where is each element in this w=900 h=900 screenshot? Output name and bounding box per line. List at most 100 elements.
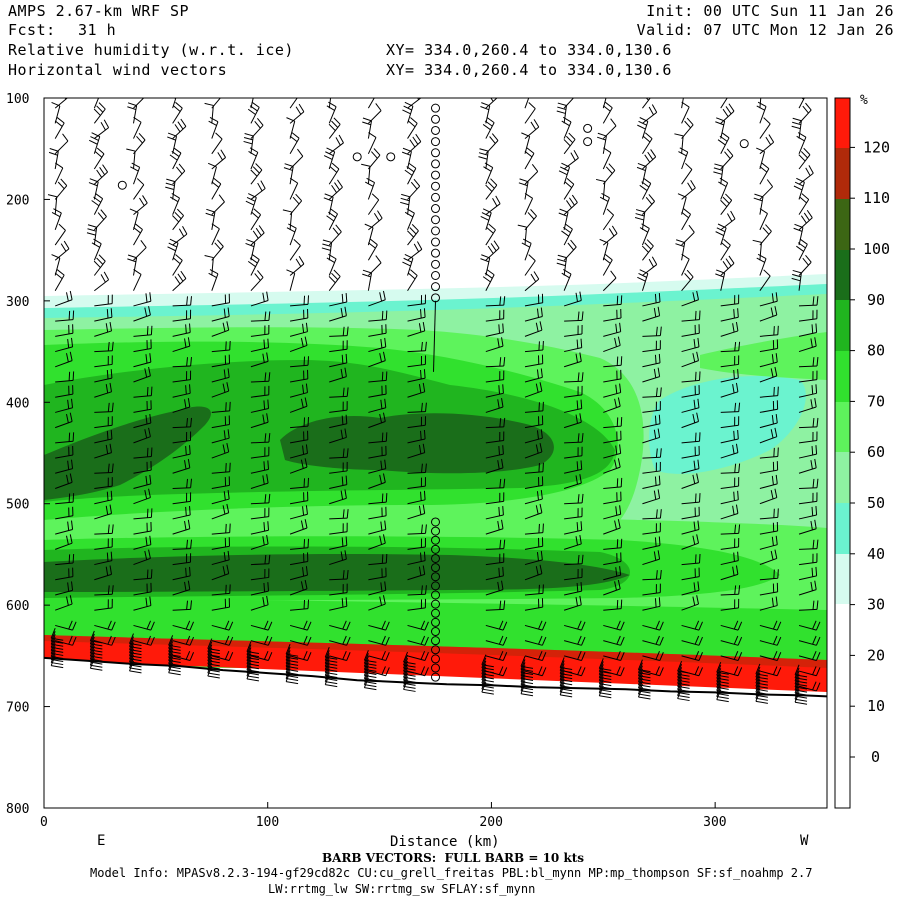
wind-barb [289, 635, 312, 646]
wind-barb-surface [403, 679, 416, 692]
wind-barb [407, 321, 426, 337]
colorbar-label: 80 [867, 342, 885, 360]
wind-barb [289, 336, 308, 353]
wind-barb [407, 477, 426, 489]
wind-barb [328, 134, 344, 155]
wind-barb [133, 635, 155, 646]
colorbar-swatch [835, 300, 850, 351]
wind-barb [642, 353, 661, 368]
wind-barb [367, 98, 375, 109]
wind-barb [480, 254, 491, 276]
wind-barb [286, 117, 296, 139]
wind-barb [407, 429, 426, 444]
wind-barb [603, 383, 622, 398]
wind-barb [133, 306, 151, 322]
wind-barb [678, 147, 689, 170]
wind-barb [485, 580, 504, 596]
wind-barb [289, 458, 308, 474]
y-tick-label: 100 [6, 92, 29, 107]
wind-barb [564, 338, 583, 353]
wind-barb [485, 431, 505, 444]
wind-barb [211, 443, 230, 459]
calm-circle [431, 663, 440, 673]
wind-barb [172, 309, 192, 322]
wind-barb [759, 651, 782, 661]
wind-barb [759, 306, 778, 322]
wind-barb [720, 341, 741, 353]
wind-barb [603, 620, 625, 631]
wind-barb [798, 458, 817, 474]
wind-barb [55, 337, 74, 353]
wind-barb [681, 98, 684, 109]
calm-circle [431, 590, 440, 600]
colorbar-swatch [835, 503, 850, 554]
wind-barb [485, 337, 504, 353]
wind-barb [753, 193, 764, 215]
wind-barb [759, 366, 778, 383]
wind-barb [93, 254, 106, 276]
wind-barb [211, 550, 230, 566]
wind-barb [91, 193, 104, 215]
wind-barb [759, 400, 779, 413]
wind-barb [248, 147, 259, 170]
wind-barb [368, 103, 382, 124]
colorbar-frame [834, 97, 851, 809]
wind-barb [289, 397, 308, 413]
wind-barb [172, 553, 192, 566]
calm-column-stem [433, 300, 436, 372]
wind-barb [720, 504, 739, 520]
wind-barb [368, 210, 383, 231]
wind-barb [55, 445, 74, 459]
wind-barb [329, 620, 351, 631]
wind-barb [759, 339, 779, 353]
wind-barb [172, 478, 193, 489]
wind-barb [133, 223, 143, 246]
wind-barb [681, 269, 694, 292]
wind-barb [798, 165, 814, 185]
wind-barb [211, 598, 231, 611]
wind-barb [172, 254, 183, 276]
wind-barb [329, 367, 347, 383]
wind-barb [211, 368, 230, 383]
wind-barb [86, 224, 98, 246]
wind-barb [326, 101, 337, 124]
wind-barb [720, 538, 740, 550]
wind-barb [133, 269, 142, 291]
wind-barb [564, 460, 583, 474]
wind-barb [250, 208, 262, 231]
wind-barb [407, 565, 426, 581]
wind-barb [55, 567, 74, 581]
wind-barb [328, 269, 341, 292]
wind-barb [720, 255, 735, 276]
wind-barb [94, 402, 114, 413]
wind-barb [681, 398, 700, 413]
wind-barb [485, 384, 504, 398]
wind-barb [94, 119, 110, 139]
wind-barb [756, 101, 767, 124]
wind-barb [642, 536, 661, 550]
wind-barb [799, 539, 819, 550]
wind-barb [250, 163, 263, 185]
wind-barb [798, 370, 818, 383]
wind-barb [250, 568, 270, 581]
wind-barb [485, 178, 498, 200]
wind-barb [720, 565, 739, 581]
wind-barb [94, 382, 112, 398]
wind-barb [603, 336, 621, 353]
wind-barb [289, 369, 309, 383]
wind-barb [368, 290, 386, 307]
wind-barb [485, 566, 504, 581]
wind-barb [172, 519, 191, 535]
wind-barb-surface [598, 682, 612, 696]
wind-barb [362, 117, 373, 139]
wind-barb [172, 98, 177, 109]
wind-barb [329, 401, 348, 413]
calm-circle [431, 526, 440, 536]
wind-barb [675, 239, 686, 261]
wind-barb [564, 620, 586, 631]
wind-barb [524, 254, 536, 276]
wind-barb [55, 310, 75, 322]
wind-barb [172, 118, 187, 139]
wind-barb-surface [716, 689, 729, 703]
wind-barb [524, 163, 539, 185]
